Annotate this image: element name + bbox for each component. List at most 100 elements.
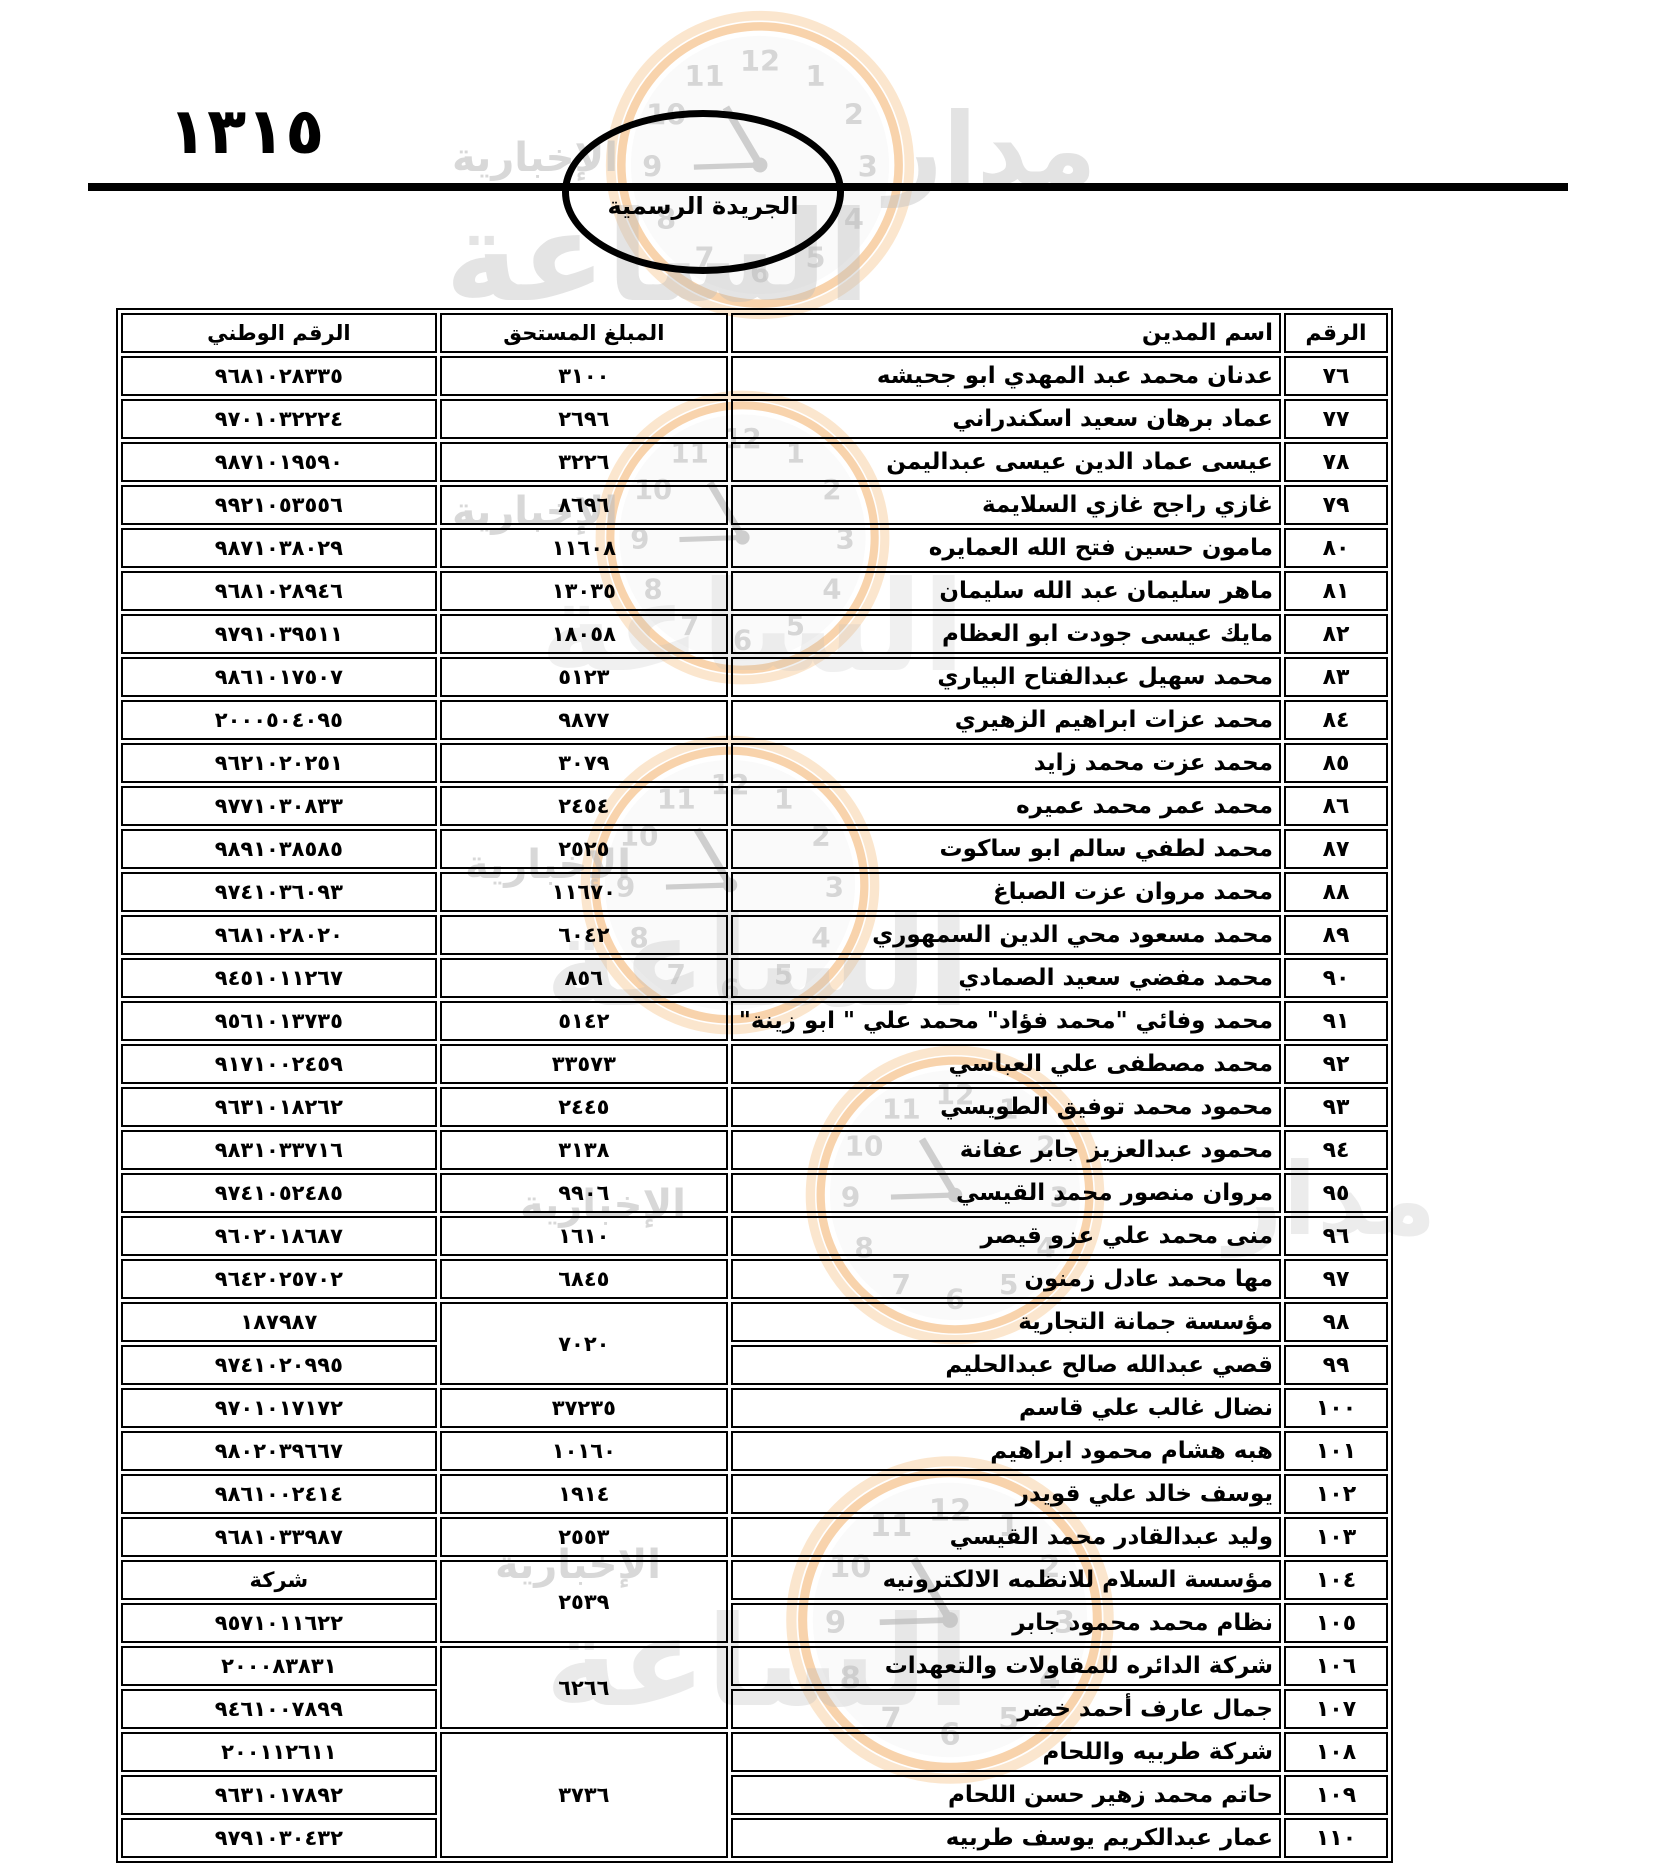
cell-amount-due: ٩٩٠٦ — [439, 1173, 728, 1213]
cell-debtor-name: عدنان محمد عبد المهدي ابو جحيشه — [730, 356, 1281, 396]
cell-national-number: ٩٨٦١٠١٧٥٠٧ — [120, 657, 437, 697]
cell-amount-due: ٢٥٥٣ — [439, 1517, 728, 1557]
cell-debtor-name: محمود محمد توفيق الطويسي — [730, 1087, 1281, 1127]
cell-national-number: شركة — [120, 1560, 437, 1600]
cell-national-number: ٩٦٨١٠٣٣٩٨٧ — [120, 1517, 437, 1557]
table-row: ٩٧ مها محمد عادل زمنون ٦٨٤٥ ٩٦٤٢٠٢٥٧٠٢ — [120, 1259, 1388, 1299]
cell-amount-due: ١٩١٤ — [439, 1474, 728, 1514]
cell-amount-due: ٢٤٤٥ — [439, 1087, 728, 1127]
cell-debtor-name: محمد لطفي سالم ابو ساكوت — [730, 829, 1281, 869]
cell-national-number: ٩٦٠٢٠١٨٦٨٧ — [120, 1216, 437, 1256]
table-row: ١٠٠ نضال غالب علي قاسم ٣٧٢٣٥ ٩٧٠١٠١٧١٧٢ — [120, 1388, 1388, 1428]
table-row: ٩٠ محمد مفضي سعيد الصمادي ٨٥٦ ٩٤٥١٠١١٢٦٧ — [120, 958, 1388, 998]
cell-row-number: ١٠٨ — [1284, 1732, 1388, 1772]
cell-row-number: ٨٢ — [1284, 614, 1388, 654]
cell-debtor-name: جمال عارف أحمد خضر — [730, 1689, 1281, 1729]
gazette-title: الجريدة الرسمية — [607, 192, 799, 220]
cell-row-number: ٨٤ — [1284, 700, 1388, 740]
cell-amount-due: ٣١٣٨ — [439, 1130, 728, 1170]
cell-amount-due: ١٠١٦٠ — [439, 1431, 728, 1471]
cell-national-number: ٩٥٦١٠١٣٧٣٥ — [120, 1001, 437, 1041]
cell-national-number: ٩٧٩١٠٣٩٥١١ — [120, 614, 437, 654]
cell-row-number: ٩٨ — [1284, 1302, 1388, 1342]
cell-amount-due: ٢٥٢٥ — [439, 829, 728, 869]
cell-national-number: ٩٦٢١٠٢٠٢٥١ — [120, 743, 437, 783]
cell-amount-due: ٣٧٢٣٥ — [439, 1388, 728, 1428]
cell-row-number: ٩١ — [1284, 1001, 1388, 1041]
cell-row-number: ٨٥ — [1284, 743, 1388, 783]
cell-amount-due: ٣٣٥٧٣ — [439, 1044, 728, 1084]
table-row: ١٠٣ وليد عبدالقادر محمد القيسي ٢٥٥٣ ٩٦٨١٠٣٣… — [120, 1517, 1388, 1557]
cell-debtor-name: عماد برهان سعيد اسكندراني — [730, 399, 1281, 439]
cell-debtor-name: محمد عزات ابراهيم الزهيري — [730, 700, 1281, 740]
cell-amount-due: ١١٦٧٠ — [439, 872, 728, 912]
cell-row-number: ٨٦ — [1284, 786, 1388, 826]
table-row: ٨٦ محمد عمر محمد عميره ٢٤٥٤ ٩٧٧١٠٣٠٨٣٣ — [120, 786, 1388, 826]
cell-national-number: ٩٨٠٢٠٣٩٦٦٧ — [120, 1431, 437, 1471]
cell-row-number: ٩٤ — [1284, 1130, 1388, 1170]
cell-national-number: ٩٨٣١٠٣٣٧١٦ — [120, 1130, 437, 1170]
cell-national-number: ٩٦٣١٠١٧٨٩٢ — [120, 1775, 437, 1815]
cell-row-number: ٨٨ — [1284, 872, 1388, 912]
cell-debtor-name: مها محمد عادل زمنون — [730, 1259, 1281, 1299]
cell-debtor-name: مؤسسة جمانة التجارية — [730, 1302, 1281, 1342]
table-row: ١٠٥ نظام محمد محمود جابر ٩٥٧١٠١١٦٢٢ — [120, 1603, 1388, 1643]
cell-national-number: ٩٦٨١٠٢٨٩٤٦ — [120, 571, 437, 611]
cell-amount-due: ٣٢٢٦ — [439, 442, 728, 482]
cell-national-number: ٩٦٣١٠١٨٢٦٢ — [120, 1087, 437, 1127]
cell-row-number: ٨١ — [1284, 571, 1388, 611]
gazette-seal: الجريدة الرسمية — [562, 110, 844, 274]
cell-national-number: ٩٨٧١٠٣٨٠٢٩ — [120, 528, 437, 568]
cell-row-number: ٩٣ — [1284, 1087, 1388, 1127]
cell-national-number: ٢٠٠١١٢٦١١ — [120, 1732, 437, 1772]
header-row-number: الرقم — [1284, 313, 1388, 353]
table-row: ١٠٨ شركة طربيه واللحام ٣٧٣٦ ٢٠٠١١٢٦١١ — [120, 1732, 1388, 1858]
table-header-row: الرقم اسم المدين المبلغ المستحق الرقم ال… — [120, 313, 1388, 353]
table-row: ٨٣ محمد سهيل عبدالفتاح البياري ٥١٢٣ ٩٨٦١٠١٧… — [120, 657, 1388, 697]
table-row: ٨١ ماهر سليمان عبد الله سليمان ١٣٠٣٥ ٩٦٨١٠٢… — [120, 571, 1388, 611]
header-national-number: الرقم الوطني — [120, 313, 437, 353]
debtors-table-wrap: الرقم اسم المدين المبلغ المستحق الرقم ال… — [115, 308, 1393, 1863]
table-row: ٨٧ محمد لطفي سالم ابو ساكوت ٢٥٢٥ ٩٨٩١٠٣٨٥٨٥ — [120, 829, 1388, 869]
cell-debtor-name: محمد مروان عزت الصباغ — [730, 872, 1281, 912]
cell-debtor-name: مامون حسين فتح الله العمايره — [730, 528, 1281, 568]
cell-national-number: ٩٧٩١٠٣٠٤٣٢ — [120, 1818, 437, 1858]
cell-national-number: ١٨٧٩٨٧ — [120, 1302, 437, 1342]
cell-amount-due: ٣١٠٠ — [439, 356, 728, 396]
cell-debtor-name: حاتم محمد زهير حسن اللحام — [730, 1775, 1281, 1815]
cell-debtor-name: مؤسسة السلام للانظمه الالكترونيه — [730, 1560, 1281, 1600]
cell-amount-due: ٢٦٩٦ — [439, 399, 728, 439]
table-row: ٩٨ مؤسسة جمانة التجارية ٧٠٢٠ ١٨٧٩٨٧ — [120, 1302, 1388, 1385]
cell-debtor-name: نظام محمد محمود جابر — [730, 1603, 1281, 1643]
cell-debtor-name: منى محمد علي عزو قيصر — [730, 1216, 1281, 1256]
cell-debtor-name: محمد مسعود محي الدين السمهوري — [730, 915, 1281, 955]
cell-debtor-name: محمد مفضي سعيد الصمادي — [730, 958, 1281, 998]
cell-national-number: ٩٧٠١٠٣٢٢٢٤ — [120, 399, 437, 439]
table-row: ٧٦ عدنان محمد عبد المهدي ابو جحيشه ٣١٠٠ ٩٦٨… — [120, 356, 1388, 396]
cell-national-number: ٩٨٧١٠١٩٥٩٠ — [120, 442, 437, 482]
cell-debtor-name: شركة طربيه واللحام — [730, 1732, 1281, 1772]
cell-row-number: ٨٧ — [1284, 829, 1388, 869]
cell-national-number: ٩٧٠١٠١٧١٧٢ — [120, 1388, 437, 1428]
page-number: ١٣١٥ — [168, 95, 325, 169]
cell-national-number: ٩٤٥١٠١١٢٦٧ — [120, 958, 437, 998]
cell-debtor-name: شركة الدائره للمقاولات والتعهدات — [730, 1646, 1281, 1686]
cell-national-number: ٩٧٧١٠٣٠٨٣٣ — [120, 786, 437, 826]
cell-amount-due: ١١٦٠٨ — [439, 528, 728, 568]
cell-amount-due: ١٦١٠ — [439, 1216, 728, 1256]
table-row: ٩٦ منى محمد علي عزو قيصر ١٦١٠ ٩٦٠٢٠١٨٦٨٧ — [120, 1216, 1388, 1256]
header-amount-due: المبلغ المستحق — [439, 313, 728, 353]
cell-debtor-name: وليد عبدالقادر محمد القيسي — [730, 1517, 1281, 1557]
cell-debtor-name: محمود عبدالعزيز جابر عفانة — [730, 1130, 1281, 1170]
cell-debtor-name: محمد عمر محمد عميره — [730, 786, 1281, 826]
table-row: ٧٧ عماد برهان سعيد اسكندراني ٢٦٩٦ ٩٧٠١٠٣٢٢٢… — [120, 399, 1388, 439]
table-row: ٩٩ قصي عبدالله صالح عبدالحليم ٩٧٤١٠٢٠٩٩٥ — [120, 1345, 1388, 1385]
cell-national-number: ٢٠٠٠٥٠٤٠٩٥ — [120, 700, 437, 740]
cell-amount-due: ٣٠٧٩ — [439, 743, 728, 783]
cell-amount-due: ٨٦٩٦ — [439, 485, 728, 525]
cell-row-number: ٧٦ — [1284, 356, 1388, 396]
cell-amount-due: ٥١٢٣ — [439, 657, 728, 697]
cell-debtor-name: ماهر سليمان عبد الله سليمان — [730, 571, 1281, 611]
cell-row-number: ١٠٤ — [1284, 1560, 1388, 1600]
table-row: ٨٠ مامون حسين فتح الله العمايره ١١٦٠٨ ٩٨٧١٠… — [120, 528, 1388, 568]
